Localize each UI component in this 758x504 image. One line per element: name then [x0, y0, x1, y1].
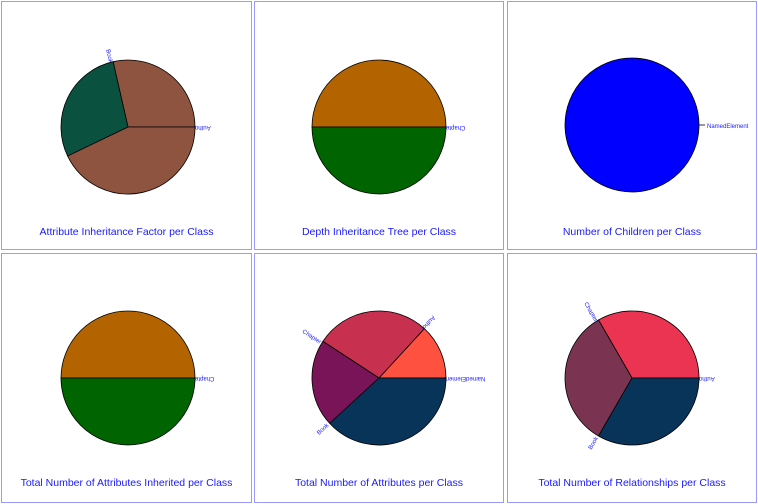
pie-slice — [564, 57, 700, 193]
pie-chart-3: NamedElement — [564, 57, 749, 193]
pie-slice-label: Author — [193, 124, 211, 130]
pie-slice — [60, 310, 196, 379]
pie-panel-2: Chapter Depth Inheritance Tree per Class — [254, 1, 504, 250]
pie-chart-6: Author Chapter Book — [564, 301, 715, 451]
chart-title-4: Total Number of Attributes Inherited per… — [20, 477, 233, 489]
pie-slice — [60, 61, 129, 157]
pie-slice-label: Book — [104, 49, 113, 65]
pie-panel-5: NamedElement Author Chapter Book Total Numb… — [254, 253, 504, 503]
pie-chart-4: Chapter — [60, 310, 214, 446]
chart-title-5: Total Number of Attributes per Class — [294, 477, 464, 489]
pie-slice — [67, 126, 196, 195]
chart-title-1: Attribute Inheritance Factor per Class — [39, 226, 214, 238]
pie-chart-5: NamedElement Author Chapter Book — [301, 310, 486, 446]
pie-panel-1: Author Book Attribute Inheritance Factor … — [1, 1, 252, 250]
pie-slice — [112, 59, 196, 128]
pie-slice-label: NamedElement — [707, 124, 749, 130]
pie-slice-label: Author — [419, 314, 435, 331]
pie-slice — [311, 126, 447, 195]
pie-chart-2: Chapter — [311, 59, 465, 195]
pie-slice-label: Chapter — [444, 124, 465, 130]
pie-slice-label: Book — [588, 435, 601, 451]
pie-slice — [322, 310, 425, 379]
pie-slice — [311, 340, 380, 424]
pie-chart-1: Author Book — [60, 49, 211, 195]
chart-title-6: Total Number of Relationships per Class — [538, 477, 726, 489]
pie-slice-label: NamedElement — [444, 375, 486, 381]
pie-slice — [311, 59, 447, 128]
pie-slice — [564, 319, 633, 437]
pie-slice-label: Book — [316, 422, 331, 436]
pie-slice — [329, 377, 447, 446]
pie-slice-label: Author — [697, 375, 715, 381]
pie-slice-label: Chapter — [193, 375, 214, 381]
chart-title-2: Depth Inheritance Tree per Class — [301, 226, 457, 238]
pie-slice-label: Chapter — [582, 301, 598, 322]
pie-slice — [60, 377, 196, 446]
pie-slice-label: Chapter — [301, 329, 322, 346]
pie-panel-4: Chapter Total Number of Attributes Inher… — [1, 253, 252, 503]
pie-panel-6: Author Chapter Book Total Number of Relati… — [507, 253, 757, 503]
pie-slice — [378, 328, 447, 379]
chart-title-3: Number of Children per Class — [562, 226, 702, 238]
pie-panel-3: NamedElement Number of Children per Clas… — [507, 1, 757, 250]
pie-slice — [597, 310, 700, 379]
pie-slice — [597, 377, 700, 446]
